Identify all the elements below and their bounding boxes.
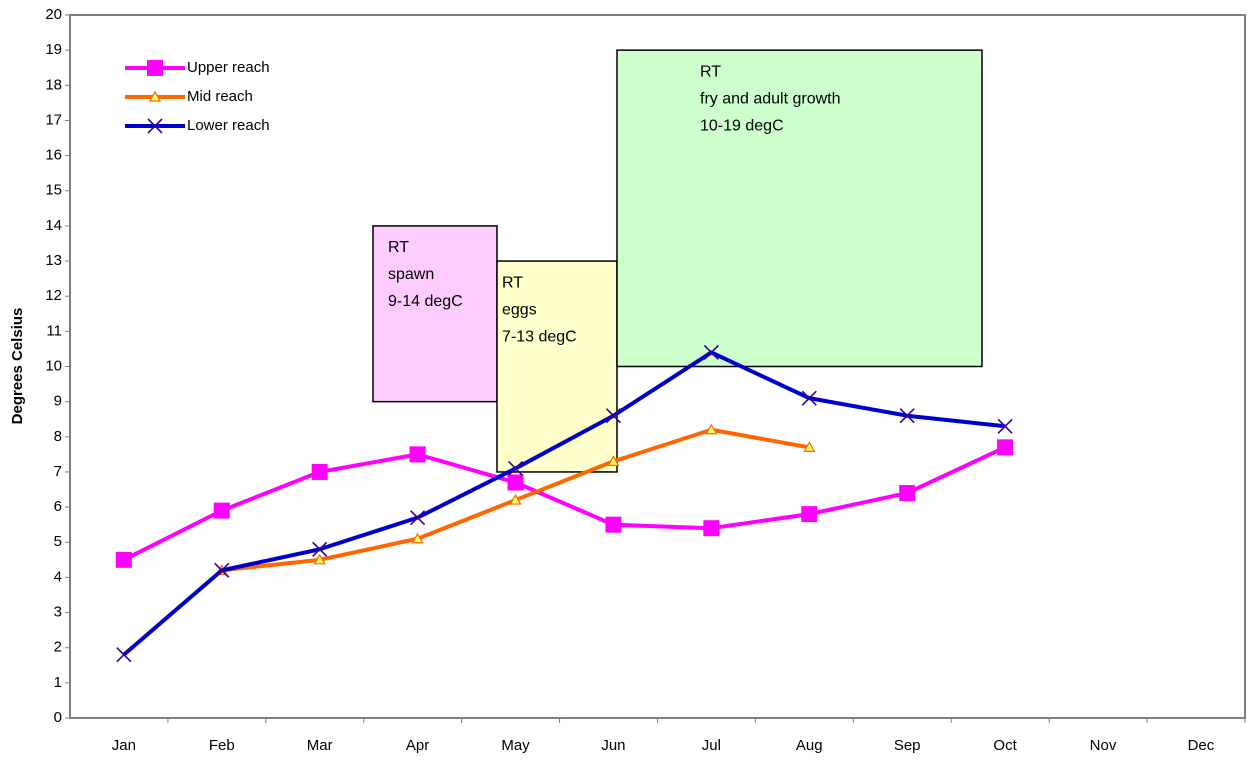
y-tick-label: 2 [54, 639, 62, 656]
marker [147, 60, 163, 76]
marker [803, 441, 816, 452]
marker [507, 460, 524, 477]
x-tick-label: May [501, 737, 530, 754]
y-tick-label: 15 [45, 182, 62, 199]
marker [705, 423, 718, 435]
series-line [122, 350, 1006, 657]
marker [801, 506, 818, 523]
marker [605, 516, 622, 533]
y-tick-label: 14 [45, 217, 62, 234]
x-tick-label: Apr [406, 737, 429, 754]
marker [312, 541, 328, 557]
marker [148, 90, 162, 102]
legend-label: Mid reach [187, 88, 253, 105]
x-tick-label: Jul [702, 737, 721, 754]
annotation-text: 9-14 degC [388, 293, 463, 310]
y-tick-label: 7 [54, 463, 62, 480]
legend-label: Lower reach [187, 117, 270, 134]
y-tick-label: 6 [54, 498, 62, 515]
x-tick-label: Aug [796, 737, 823, 754]
y-tick-label: 5 [54, 533, 62, 550]
marker [313, 553, 326, 565]
marker [214, 562, 230, 578]
marker [213, 502, 230, 519]
x-tick-label: Jun [601, 737, 625, 754]
y-tick-label: 16 [45, 147, 62, 164]
legend-label: Upper reach [187, 59, 270, 76]
y-tick-label: 3 [54, 604, 62, 621]
y-axis-label: Degrees Celsius [9, 308, 26, 425]
x-tick-label: Feb [209, 737, 235, 754]
x-tick-label: Nov [1090, 737, 1117, 754]
y-tick-label: 10 [45, 357, 62, 374]
annotation-text: 10-19 degC [700, 117, 784, 134]
marker [409, 446, 426, 463]
x-tick-label: Oct [993, 737, 1017, 754]
x-tick-label: Dec [1188, 737, 1215, 754]
annotation-box [496, 260, 618, 473]
annotation-box [616, 49, 983, 368]
y-tick-label: 1 [54, 674, 62, 691]
marker [899, 408, 915, 424]
y-tick-label: 13 [45, 252, 62, 269]
annotation-text: RT [502, 274, 523, 291]
marker [410, 510, 426, 526]
annotation-text: 7-13 degC [502, 328, 577, 345]
y-tick-label: 4 [54, 568, 62, 585]
series-line [122, 445, 1006, 562]
marker [997, 439, 1014, 456]
annotation-text: RT [388, 239, 409, 256]
marker [899, 485, 916, 502]
marker [311, 463, 328, 480]
y-tick-label: 17 [45, 111, 62, 128]
marker [509, 493, 522, 505]
marker [607, 455, 620, 467]
marker [116, 647, 132, 663]
marker [411, 532, 424, 544]
y-tick-label: 8 [54, 428, 62, 445]
marker [507, 474, 524, 491]
marker [703, 520, 720, 537]
y-tick-label: 9 [54, 393, 62, 410]
annotation-text: RT [700, 63, 721, 80]
y-tick-label: 0 [54, 709, 62, 726]
annotation-text: fry and adult growth [700, 90, 841, 107]
marker [147, 118, 163, 134]
marker [703, 344, 719, 361]
annotation-box [372, 225, 498, 403]
x-tick-label: Sep [894, 737, 921, 754]
y-tick-label: 11 [46, 322, 62, 339]
y-tick-label: 20 [45, 6, 62, 23]
annotation-text: eggs [502, 301, 537, 318]
marker [115, 551, 132, 568]
x-tick-label: Mar [307, 737, 333, 754]
annotation-text: spawn [388, 266, 434, 283]
y-tick-label: 18 [45, 76, 62, 93]
x-tick-label: Jan [112, 737, 136, 754]
marker [605, 408, 622, 424]
marker [997, 418, 1013, 434]
y-tick-label: 19 [45, 41, 62, 58]
marker [801, 390, 817, 406]
y-tick-label: 12 [45, 287, 62, 304]
